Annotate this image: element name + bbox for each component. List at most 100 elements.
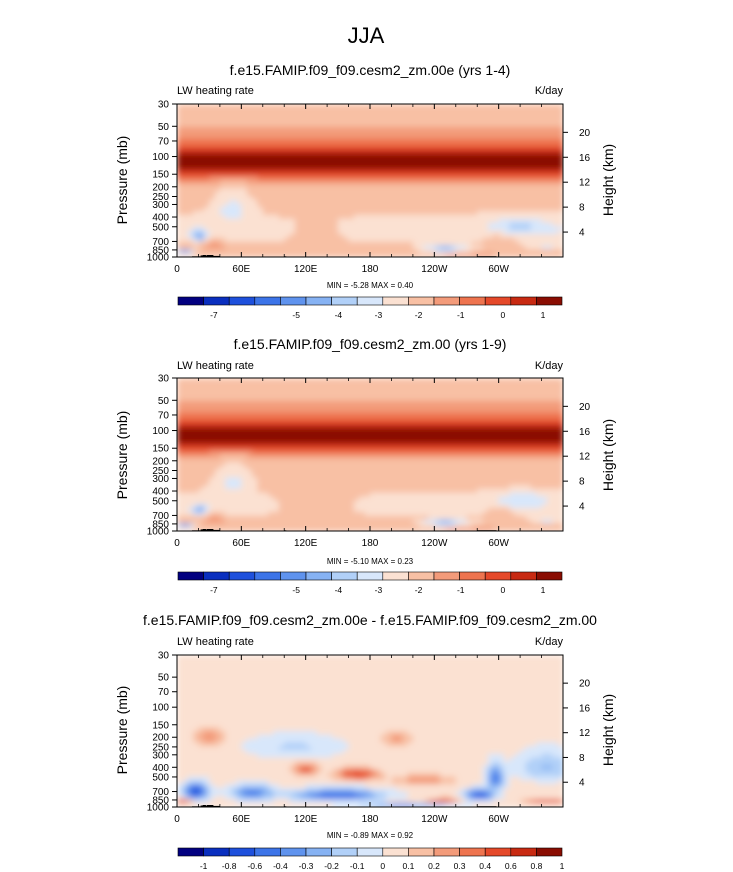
field-cell (530, 473, 537, 479)
field-cell (482, 237, 489, 243)
field-cell (557, 119, 563, 124)
field-cell (391, 230, 398, 235)
field-cell (487, 454, 494, 459)
field-cell (520, 427, 527, 433)
field-cell (235, 123, 242, 128)
field-cell (455, 211, 462, 216)
field-cell (343, 423, 350, 429)
field-cell (482, 241, 489, 247)
field-cell (219, 207, 226, 212)
field-cell (262, 107, 269, 113)
field-cell (246, 214, 253, 220)
field-cell (498, 180, 505, 185)
field-cell (225, 446, 232, 452)
field-cell (428, 230, 435, 235)
field-cell (321, 172, 328, 178)
field-cell (498, 253, 505, 257)
field-cell (396, 195, 403, 201)
field-cell (364, 207, 371, 212)
field-cell (252, 420, 259, 425)
field-cell (241, 176, 248, 182)
field-cell (439, 176, 446, 182)
field-cell (445, 404, 452, 410)
field-cell (198, 111, 205, 117)
field-cell (482, 385, 489, 391)
field-cell (198, 450, 205, 456)
field-cell (268, 153, 275, 159)
field-cell (370, 222, 376, 227)
field-cell (380, 119, 387, 124)
field-cell (268, 249, 275, 254)
field-cell (359, 389, 366, 394)
field-cell (353, 393, 360, 398)
field-cell (514, 230, 521, 235)
field-cell (262, 465, 269, 471)
field-cell (364, 253, 371, 257)
field-cell (552, 191, 559, 197)
field-cell (530, 431, 537, 436)
field-cell (407, 431, 414, 436)
field-cell (445, 222, 452, 227)
field-cell (482, 397, 489, 402)
field-cell (423, 199, 430, 205)
field-cell (471, 111, 478, 117)
field-cell (337, 111, 344, 117)
field-cell (402, 400, 409, 406)
field-cell (321, 218, 328, 224)
field-cell (396, 142, 403, 147)
field-cell (552, 249, 559, 254)
field-cell (546, 412, 553, 417)
height-tick-label: 8 (579, 203, 585, 214)
field-cell (198, 138, 205, 143)
field-cell (455, 446, 462, 452)
field-cell (353, 111, 360, 117)
field-cell (509, 169, 516, 174)
field-cell (407, 188, 414, 193)
field-cell (412, 404, 419, 410)
field-cell (252, 446, 259, 452)
field-cell (520, 473, 527, 479)
field-cell (177, 237, 183, 243)
field-cell (225, 439, 232, 444)
field-cell (504, 157, 510, 162)
field-cell (423, 107, 430, 113)
field-cell (536, 458, 543, 463)
field-cell (487, 435, 494, 440)
field-cell (182, 169, 189, 174)
field-cell (321, 104, 328, 109)
field-cell (386, 226, 393, 231)
field-cell (187, 435, 194, 440)
field-cell (284, 420, 291, 425)
field-cell (450, 412, 457, 417)
field-cell (182, 431, 189, 436)
field-cell (284, 477, 291, 482)
field-cell (348, 439, 355, 444)
colorbar-swatch (305, 296, 332, 306)
field-cell (305, 443, 312, 448)
field-cell (257, 439, 264, 444)
field-cell (327, 172, 334, 178)
field-cell (252, 469, 259, 475)
field-cell (428, 115, 435, 120)
field-cell (305, 400, 312, 406)
field-cell (557, 249, 563, 254)
field-cell (471, 169, 478, 174)
field-cell (311, 176, 317, 182)
field-cell (225, 104, 232, 109)
field-cell (343, 416, 350, 421)
field-cell (493, 389, 500, 394)
field-cell (364, 400, 371, 406)
height-tick-label: 20 (579, 128, 591, 139)
field-cell (193, 153, 200, 159)
field-cell (268, 416, 275, 421)
field-cell (455, 226, 462, 231)
field-cell (348, 195, 355, 201)
field-cell (268, 226, 275, 231)
field-cell (321, 184, 328, 189)
field-cell (187, 253, 194, 257)
field-cell (337, 253, 344, 257)
field-cell (450, 416, 457, 421)
field-cell (428, 241, 435, 247)
field-cell (209, 176, 216, 182)
field-cell (461, 443, 468, 448)
